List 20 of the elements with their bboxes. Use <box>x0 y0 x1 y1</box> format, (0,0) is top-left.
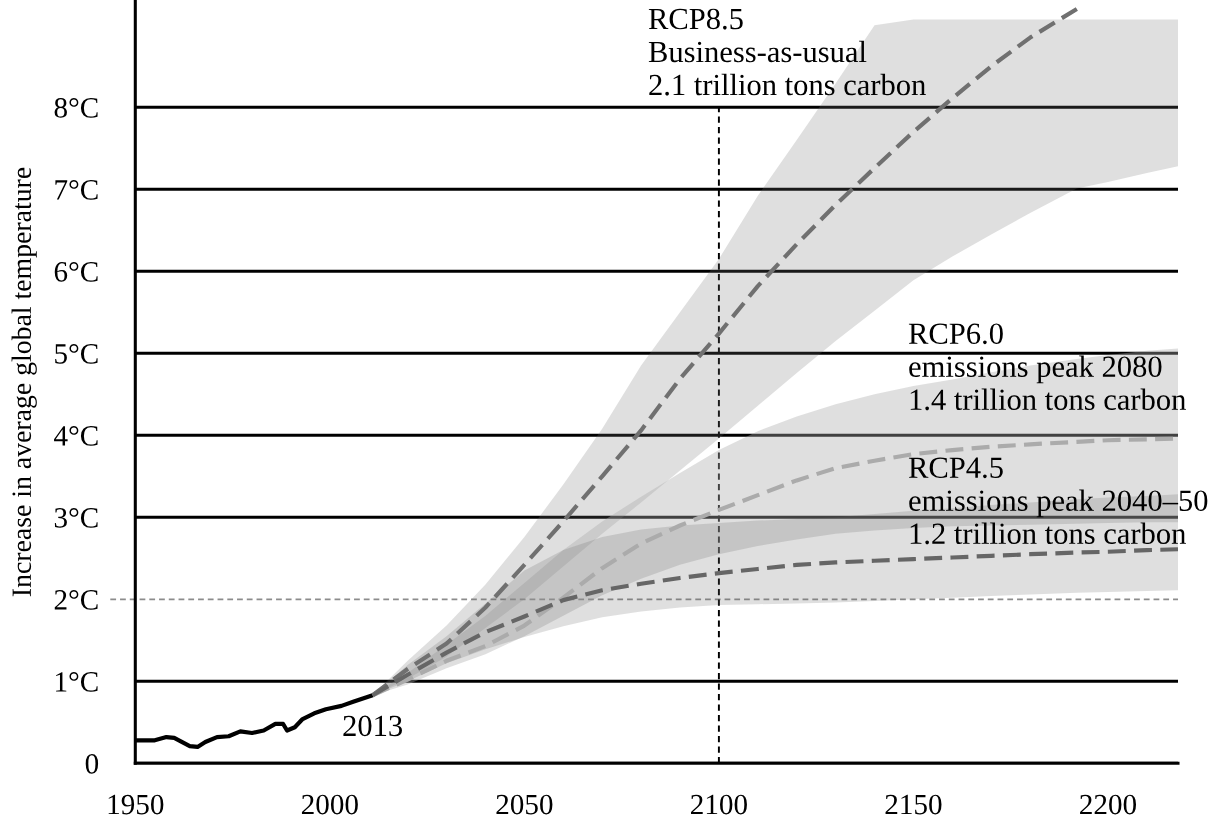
y-tick-label: 7°C <box>55 180 98 200</box>
y-tick-label: 5°C <box>55 344 98 364</box>
x-tick-label: 2000 <box>301 794 358 815</box>
y-tick-label: 6°C <box>54 262 98 282</box>
x-tick-label: 1950 <box>108 794 164 815</box>
x-tick-label: 2150 <box>885 794 942 815</box>
y-tick-label: 0 <box>85 754 99 774</box>
y-tick-label: 2°C <box>54 590 98 610</box>
y-tick-label: 4°C <box>54 426 98 446</box>
annotation: RCP4.5 emissions peak 2040–50 1.2 trillion tons carbon <box>908 457 1208 545</box>
annotation: RCP6.0 emissions peak 2080 1.4 trillion tons carbon <box>908 323 1186 411</box>
annotation: RCP8.5 Business-as-usual 2.1 trillion tons carbon <box>648 8 926 96</box>
y-tick-label: 8°C <box>54 98 98 118</box>
x-tick-label: 2200 <box>1080 794 1137 815</box>
y-tick-label: 1°C <box>56 672 98 692</box>
annotation: 2013 <box>343 715 402 737</box>
y-tick-label: 3°C <box>54 508 98 528</box>
x-tick-label: 2100 <box>691 794 747 815</box>
x-tick-label: 2050 <box>496 794 553 815</box>
y-axis-title: Increase in average global temperature <box>11 167 37 597</box>
